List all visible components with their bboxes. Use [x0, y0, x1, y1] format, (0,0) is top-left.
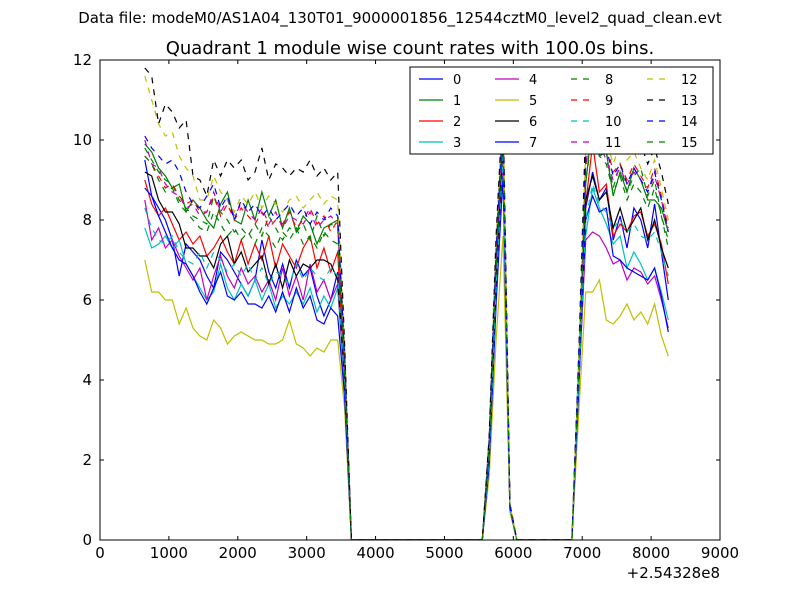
legend-label-6: 6 — [529, 115, 537, 130]
y-tick-label: 10 — [73, 131, 92, 149]
legend-label-8: 8 — [605, 73, 613, 88]
y-tick-label: 8 — [82, 211, 92, 229]
legend-label-7: 7 — [529, 136, 537, 151]
legend-label-5: 5 — [529, 94, 537, 109]
series-line-10 — [144, 155, 669, 540]
legend-label-9: 9 — [605, 94, 613, 109]
x-offset-label: +2.54328e8 — [627, 564, 720, 582]
tick-layer: 0 1000 2000 3000 4000 5000 6000 7000 8000 9000 0 2 4… — [73, 51, 739, 562]
y-tick-label: 12 — [73, 51, 92, 69]
legend-label-4: 4 — [529, 73, 537, 88]
series-line-5 — [144, 235, 669, 540]
x-tick-label: 6000 — [494, 544, 532, 562]
series-layer — [144, 67, 669, 540]
y-tick-label: 4 — [82, 371, 92, 389]
series-line-13 — [144, 67, 669, 540]
y-tick-label: 2 — [82, 451, 92, 469]
legend-label-13: 13 — [681, 94, 698, 109]
x-tick-label: 3000 — [288, 544, 326, 562]
series-line-14 — [144, 115, 669, 540]
x-tick-label: 2000 — [219, 544, 257, 562]
legend-label-10: 10 — [605, 115, 622, 130]
y-tick-label: 6 — [82, 291, 92, 309]
x-tick-label: 8000 — [632, 544, 670, 562]
legend-label-1: 1 — [453, 94, 461, 109]
x-tick-label: 0 — [95, 544, 105, 562]
x-tick-label: 7000 — [563, 544, 601, 562]
x-tick-label: 5000 — [425, 544, 463, 562]
legend-label-0: 0 — [453, 73, 461, 88]
series-line-15 — [144, 131, 669, 540]
suptitle: Data file: modeM0/AS1A04_130T01_90000018… — [78, 9, 722, 28]
legend-label-3: 3 — [453, 136, 461, 151]
legend-label-15: 15 — [681, 136, 698, 151]
chart-title: Quadrant 1 module wise count rates with … — [166, 38, 655, 59]
plot-frame — [99, 59, 721, 541]
legend-label-11: 11 — [605, 136, 622, 151]
series-line-12 — [144, 75, 669, 540]
legend-label-14: 14 — [681, 115, 698, 130]
legend-frame — [409, 66, 714, 155]
x-tick-label: 4000 — [356, 544, 394, 562]
x-tick-label: 1000 — [150, 544, 188, 562]
legend-label-2: 2 — [453, 115, 461, 130]
x-tick-label: 9000 — [701, 544, 739, 562]
legend-label-12: 12 — [681, 73, 698, 88]
y-tick-label: 0 — [82, 531, 92, 549]
